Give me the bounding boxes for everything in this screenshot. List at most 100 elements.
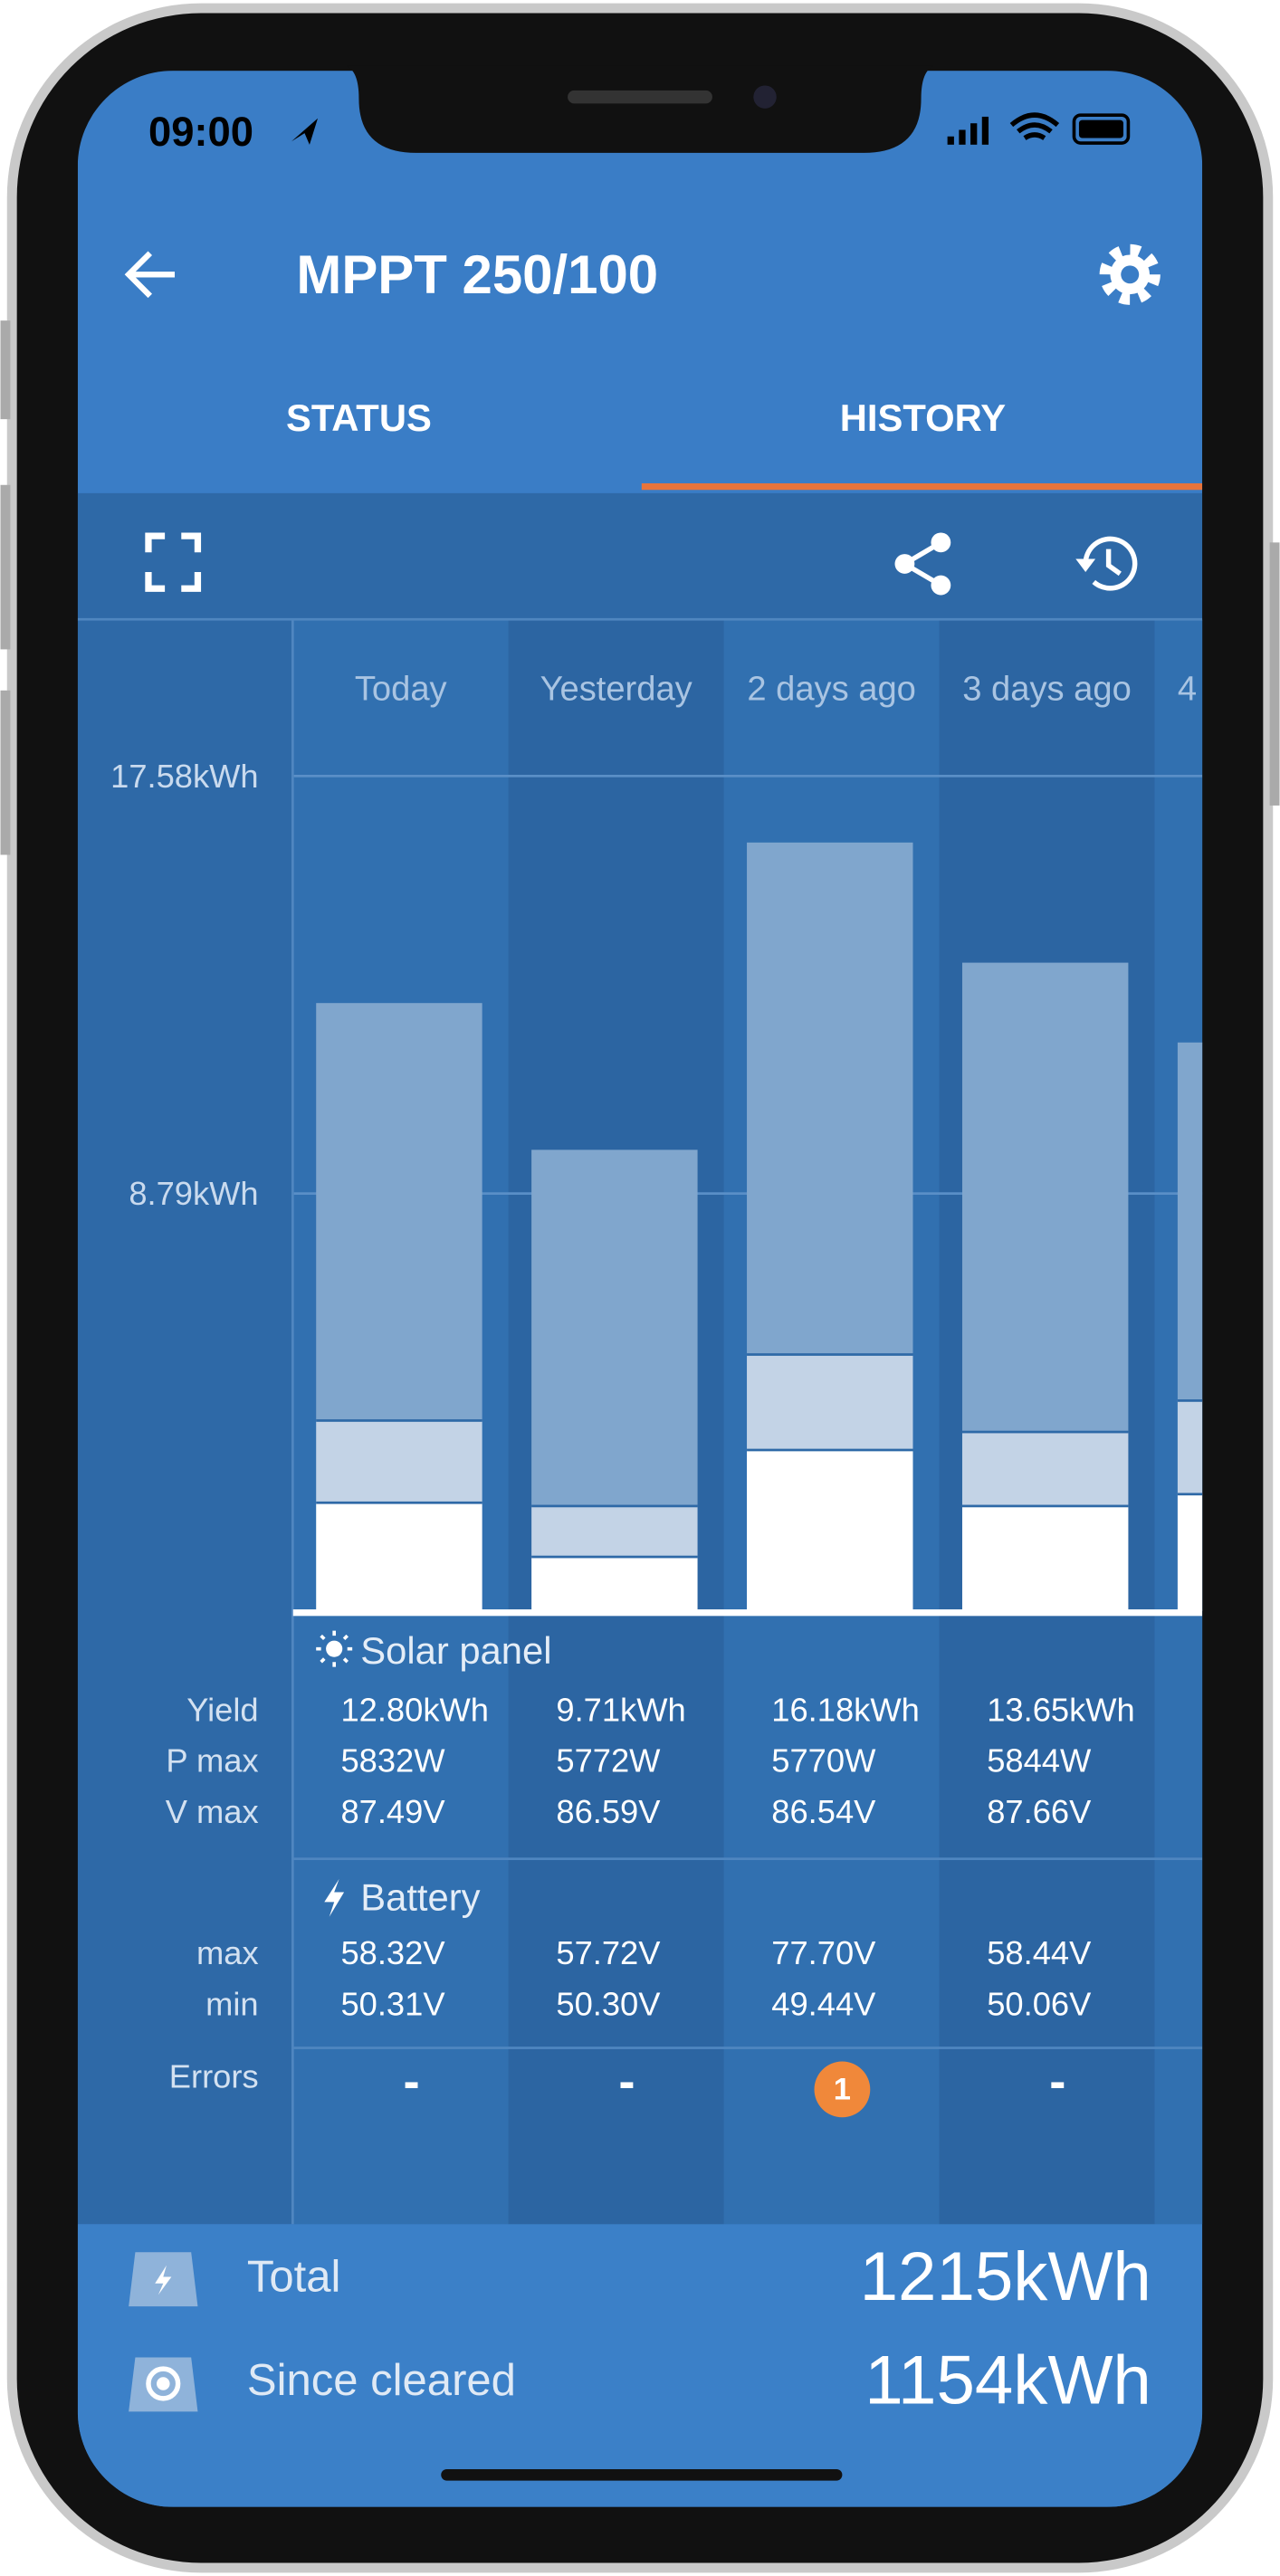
x-tick-label: 2 days ago [747,669,916,708]
bar-segment [531,1505,698,1558]
section-title: Solar panel [360,1629,551,1672]
bar-segment [961,1505,1129,1611]
bar-segment [316,1420,482,1503]
screen: 8.79kWh 17.58kWh Today Yesterday 2 days ago 3… [77,71,1203,2507]
status-time: 09:00 [148,109,253,155]
bolt-icon [324,1878,345,1917]
segment-edge [531,1555,698,1559]
error-badge [814,2061,871,2118]
y-tick-label: 8.79kWh [129,1175,258,1212]
error-none: - [1049,2054,1065,2109]
cleared-label: Since cleared [247,2356,516,2405]
x-tick-label: Yesterday [540,669,693,708]
location-icon [291,118,319,145]
cell-value: 12.80kWh [340,1691,489,1728]
segment-edge [747,1353,913,1356]
side-button [1269,542,1280,806]
battery-level [1078,119,1123,138]
fullscreen-button[interactable] [145,532,202,592]
tab-indicator [641,482,1203,491]
y-axis-line [291,619,294,2225]
back-button[interactable] [124,251,176,299]
bar-segment [531,1150,698,1506]
bar-segment [1177,1493,1203,1611]
cell-value: 86.54V [771,1793,876,1830]
bar-segment [747,1449,913,1611]
error-count: 1 [834,2072,851,2106]
total-value: 1215kWh [860,2238,1151,2315]
bar-segment [961,962,1129,1433]
bar-segment [747,1354,913,1450]
row-label: max [196,1934,259,1971]
settings-button[interactable] [1099,243,1161,305]
cell-value: 50.06V [987,1985,1092,2022]
row-label: V max [166,1793,259,1830]
cell-value: 77.70V [771,1934,876,1971]
grid-line [292,774,1203,778]
speaker [568,90,712,104]
screen-title: MPPT 250/100 [296,244,658,305]
cell-value: 57.72V [556,1934,661,1971]
cell-value: 58.44V [987,1934,1092,1971]
wifi-icon [1009,112,1060,140]
cell-value: 86.59V [556,1793,661,1830]
cleared-icon-ring [146,2366,181,2401]
notch [345,65,935,153]
segment-edge [961,1504,1129,1508]
bar-segment [747,842,913,1355]
total-icon-bolt [155,2265,172,2295]
toolbar-divider [77,617,1203,621]
cell-value: 87.66V [987,1793,1092,1830]
bar-segment [531,1557,698,1611]
signal-icon [947,116,989,145]
segment-edge [747,1448,913,1452]
history-button[interactable] [1075,536,1138,591]
divider [292,2046,1203,2049]
tab-history[interactable]: HISTORY [840,396,1006,439]
error-none: - [618,2054,635,2109]
sun-icon [326,1640,343,1657]
segment-edge [316,1419,482,1422]
bar-segment [1177,1042,1203,1401]
side-button [0,690,11,855]
row-label: Yield [186,1691,258,1728]
sun-rays [316,1630,353,1667]
bar-segment [961,1432,1129,1506]
camera [753,85,777,109]
share-button[interactable] [894,532,951,596]
bar-segment [316,1003,482,1421]
error-none: - [403,2054,419,2109]
cell-value: 5844W [987,1742,1092,1779]
x-tick-label: 3 days ago [962,669,1132,708]
row-label: min [205,1985,259,2022]
cell-value: 50.30V [556,1985,661,2022]
baseline [292,1609,1203,1617]
x-tick-label: 4 [1178,669,1197,708]
bar-segment [1177,1400,1203,1494]
segment-edge [531,1504,698,1508]
cell-value: 87.49V [340,1793,445,1830]
segment-edge [1177,1399,1203,1402]
battery-icon [1072,113,1131,145]
row-label: P max [166,1742,258,1779]
cell-value: 13.65kWh [987,1691,1134,1728]
total-label: Total [247,2252,341,2301]
tab-status[interactable]: STATUS [286,396,432,439]
segment-edge [316,1501,482,1504]
cleared-icon-dot [157,2377,170,2390]
segment-edge [1177,1493,1203,1496]
x-tick-label: Today [355,669,447,708]
side-button [0,484,11,650]
cell-value: 5772W [556,1742,661,1779]
cell-value: 49.44V [771,1985,876,2022]
cell-value: 5770W [771,1742,876,1779]
segment-edge [961,1430,1129,1434]
cell-value: 9.71kWh [556,1691,685,1728]
bar-segment [316,1503,482,1611]
home-indicator [441,2468,843,2481]
cell-value: 58.32V [340,1934,445,1971]
totals-panel [77,2224,1203,2507]
divider [292,1857,1203,1861]
side-button [0,320,11,420]
